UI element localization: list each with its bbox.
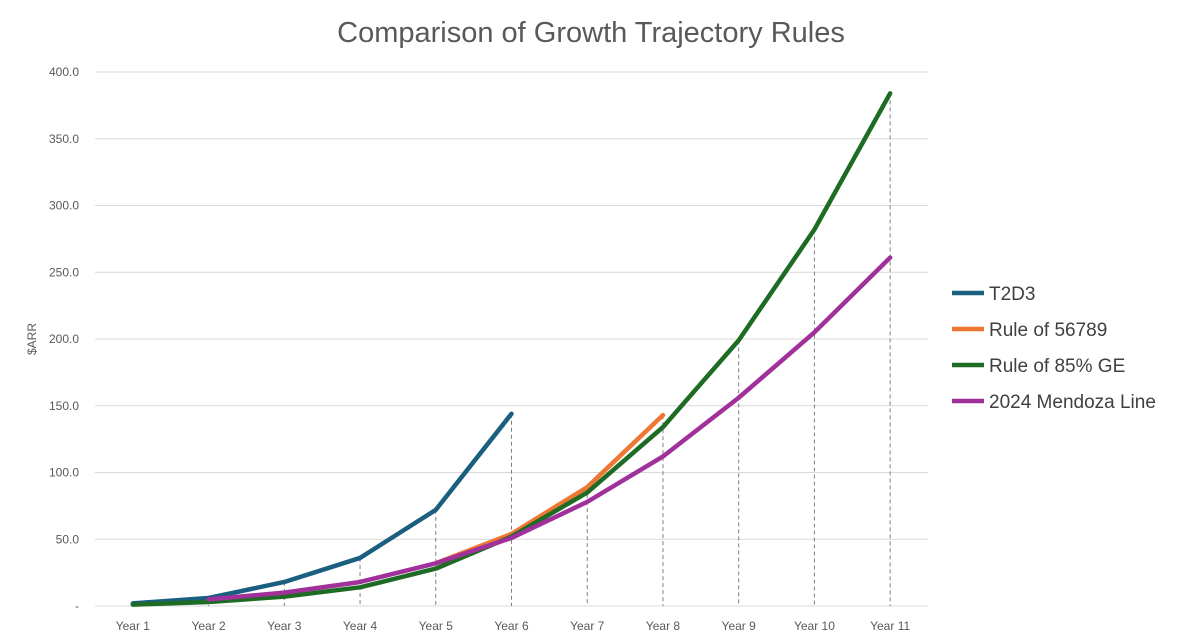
x-tick-label: Year 4 [343, 619, 378, 633]
y-tick-label: 200.0 [49, 332, 79, 346]
legend-label: Rule of 85% GE [989, 356, 1125, 377]
x-tick-label: Year 10 [794, 619, 835, 633]
x-tick-label: Year 2 [191, 619, 226, 633]
y-tick-label: 50.0 [56, 532, 80, 546]
x-tick-label: Year 3 [267, 619, 302, 633]
x-tick-label: Year 1 [116, 619, 151, 633]
series-line-3 [206, 255, 893, 602]
x-tick-label: Year 9 [722, 619, 757, 633]
y-tick-label: - [75, 599, 79, 613]
y-tick-label: 100.0 [49, 466, 79, 480]
x-tick-label: Year 7 [570, 619, 605, 633]
y-tick-label: 350.0 [49, 132, 79, 146]
y-tick-label: 400.0 [49, 65, 79, 79]
x-tick-label: Year 8 [646, 619, 681, 633]
x-tick-label: Year 6 [494, 619, 529, 633]
legend-label: Rule of 56789 [989, 320, 1107, 341]
series-line-0 [130, 411, 514, 606]
x-tick-label: Year 11 [870, 619, 910, 633]
x-tick-label: Year 5 [419, 619, 454, 633]
y-axis-label: $ARR [25, 323, 39, 355]
series-line-1 [433, 412, 666, 566]
y-tick-label: 150.0 [49, 399, 79, 413]
chart-title: Comparison of Growth Trajectory Rules [337, 17, 845, 49]
y-tick-label: 300.0 [49, 199, 79, 213]
legend-label: T2D3 [989, 284, 1035, 305]
legend-label: 2024 Mendoza Line [989, 392, 1156, 413]
y-tick-label: 250.0 [49, 265, 79, 279]
